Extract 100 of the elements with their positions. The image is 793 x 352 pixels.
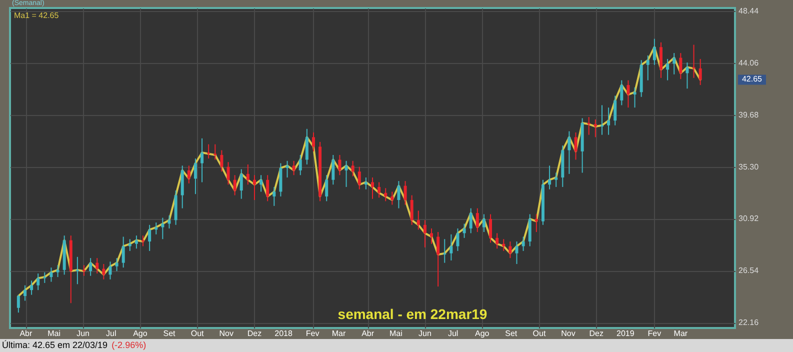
candlestick: [298, 154, 302, 176]
candlestick: [660, 42, 662, 78]
candlestick: [122, 236, 125, 268]
candlestick: [423, 220, 426, 248]
candlestick: [496, 232, 499, 250]
candlestick: [364, 176, 368, 190]
candlestick: [679, 52, 682, 80]
candlestick: [410, 194, 414, 226]
candlestick: [686, 62, 689, 90]
candlestick: [200, 138, 204, 183]
x-tick-label: Ago: [133, 329, 148, 338]
candlestick: [312, 132, 315, 152]
candlestick: [115, 258, 118, 272]
candlestick: [332, 154, 335, 186]
y-tick-label: 44.06: [738, 58, 760, 68]
candlestick: [187, 165, 190, 184]
candlestick: [390, 191, 394, 206]
candlestick: [108, 261, 112, 280]
candlestick: [384, 188, 388, 202]
candlestick: [260, 174, 263, 192]
candlestick: [548, 165, 552, 190]
candlestick: [286, 160, 289, 178]
candlestick: [672, 52, 676, 75]
y-tick-label: 48.44: [738, 6, 760, 16]
candlestick: [476, 208, 479, 232]
x-tick-label: Abr: [362, 329, 374, 338]
candlestick: [482, 214, 486, 232]
x-tick-label: Set: [505, 329, 518, 338]
candlestick: [351, 160, 354, 177]
candlestick: [305, 128, 308, 165]
candlestick: [554, 172, 558, 188]
x-tick-label: Nov: [561, 329, 576, 338]
candlestick: [698, 58, 702, 86]
x-tick-label: Dez: [589, 329, 604, 338]
candlestick: [416, 210, 420, 230]
y-tick-label: 26.54: [738, 266, 760, 276]
candlestick: [371, 176, 374, 200]
candlestick: [246, 164, 250, 186]
candlestick: [161, 217, 164, 240]
candlestick: [50, 267, 53, 282]
x-tick-label: Abr: [20, 329, 32, 338]
candlestick: [266, 174, 270, 202]
candlestick: [252, 174, 256, 200]
x-tick-label: Fev: [306, 329, 320, 338]
candlestick: [272, 186, 276, 206]
x-tick-label: 2018: [274, 329, 293, 338]
candlestick: [168, 214, 171, 229]
x-tick-label: Mai: [389, 329, 403, 338]
candlestick: [56, 264, 60, 278]
candlestick: [574, 132, 578, 160]
candlestick: [620, 80, 624, 106]
candlestick: [378, 182, 381, 198]
candlestick: [456, 228, 460, 252]
text: Última: 42.65 em 22/03/19: [2, 340, 108, 350]
x-tick-label: Nov: [219, 329, 234, 338]
candlestick: [652, 38, 656, 66]
text: 42.65: [742, 74, 763, 84]
x-tick-label: Out: [532, 329, 546, 338]
candlestick: [279, 162, 282, 197]
candlestick: [89, 258, 92, 276]
x-tick-label: Out: [190, 329, 205, 338]
candlestick: [666, 58, 670, 81]
candlestick: [220, 150, 224, 172]
candlestick: [430, 228, 434, 244]
candlestick: [534, 214, 538, 232]
candlestick: [522, 236, 525, 252]
candlestick: [36, 272, 40, 291]
candlestick: [568, 130, 571, 174]
candlestick: [233, 174, 236, 196]
candlestick: [508, 240, 512, 259]
x-tick-label: Jul: [448, 329, 458, 338]
x-tick-label: Mar: [332, 329, 346, 338]
y-tick-label: 22.16: [738, 318, 760, 328]
candlestick: [607, 107, 610, 136]
candlestick: [358, 166, 361, 190]
x-tick-label: Dez: [247, 329, 262, 338]
x-tick-label: Ago: [474, 329, 490, 338]
candlestick: [96, 258, 99, 274]
candlestick: [292, 160, 296, 176]
text: (-2.96%): [112, 340, 146, 350]
y-tick-label: 30.92: [738, 214, 760, 224]
x-tick-label: 2019: [616, 329, 635, 338]
text: semanal - em 22mar19: [338, 306, 488, 322]
candlestick: [469, 208, 472, 234]
candlestick: [134, 235, 138, 250]
candlestick: [594, 118, 597, 138]
x-tick-label: Mai: [48, 329, 61, 338]
candlestick: [397, 180, 400, 209]
y-tick-label: 39.68: [738, 110, 760, 120]
candlestick: [646, 54, 650, 81]
candlestick: [207, 144, 210, 160]
candlestick: [515, 240, 518, 264]
candlestick: [338, 154, 342, 176]
y-tick-label: 35.30: [738, 162, 760, 172]
candlestick: [489, 214, 492, 244]
candlestick: [462, 223, 466, 238]
text: Ma1 = 42.65: [14, 11, 60, 20]
x-tick-label: Mar: [674, 329, 688, 338]
candlestick: [325, 174, 328, 202]
candlestick: [450, 234, 453, 261]
